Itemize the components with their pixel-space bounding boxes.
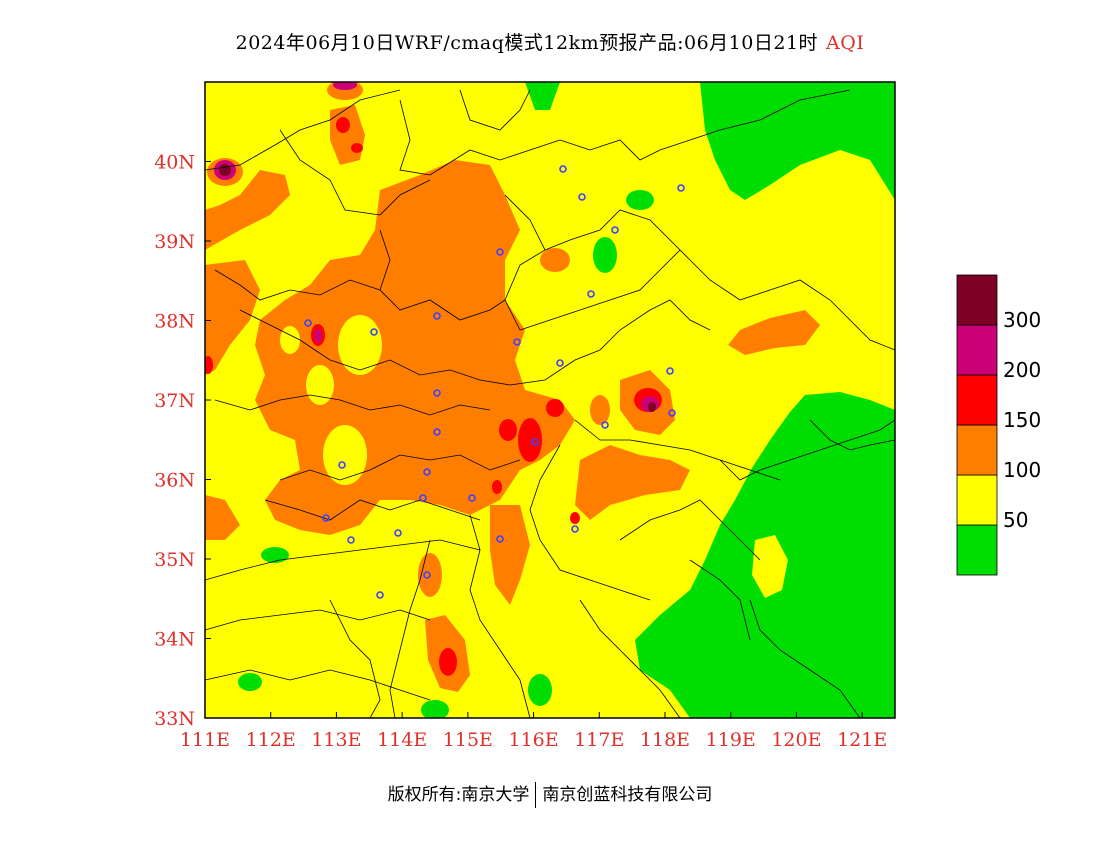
lon-tick-label: 120E	[771, 729, 821, 751]
aqi-region-green-north	[525, 82, 560, 110]
aqi-region-green-yellowsea	[752, 535, 788, 598]
lat-tick-label: 38N	[154, 311, 195, 333]
aqi-region-orange-west	[205, 170, 290, 250]
lon-tick-label: 113E	[311, 729, 361, 751]
aqi-region-orange-spot	[590, 395, 610, 425]
legend-label: 300	[1003, 308, 1041, 332]
lon-tick-label: 119E	[706, 729, 756, 751]
lat-tick-label: 37N	[154, 390, 195, 412]
aqi-region-green-spot	[528, 674, 552, 706]
lon-tick-label: 118E	[640, 729, 690, 751]
lon-tick-label: 117E	[574, 729, 624, 751]
aqi-region-orange-west2	[205, 260, 260, 375]
aqi-region-yellow-hole	[323, 425, 367, 485]
aqi-region-orange-southcentral	[490, 505, 530, 605]
lat-tick-label: 33N	[154, 708, 195, 730]
map-title: 2024年06月10日WRF/cmaq模式12km预报产品:06月10日21时 A…	[0, 28, 1100, 55]
aqi-region-maroon	[219, 164, 231, 176]
legend-swatch	[956, 524, 998, 576]
lon-tick-label: 121E	[837, 729, 887, 751]
title-variable: AQI	[826, 32, 865, 54]
footer-separator	[535, 782, 537, 808]
lon-tick-label: 112E	[246, 729, 296, 751]
aqi-region-orange-east	[728, 310, 820, 355]
aqi-region-yellow-hole	[338, 315, 382, 375]
lat-tick-label: 35N	[154, 549, 195, 571]
lat-tick-label: 36N	[154, 470, 195, 492]
aqi-region-magenta	[314, 329, 322, 343]
lon-tick-label: 115E	[443, 729, 493, 751]
aqi-region-magenta	[333, 82, 357, 90]
station-markers	[304, 165, 685, 599]
aqi-region-red	[570, 512, 580, 524]
longitude-axis: 111E 112E 113E 114E 115E 116E 117E 118E 119E 120E…	[180, 712, 887, 751]
aqi-legend: 50 100 150 200 300	[956, 274, 1041, 576]
aqi-region-red	[439, 648, 457, 676]
aqi-region-maroon	[648, 402, 656, 412]
title-text: 2024年06月10日WRF/cmaq模式12km预报产品:06月10日21时	[235, 32, 819, 54]
aqi-region-orange-spot	[540, 248, 570, 272]
legend-swatch	[956, 324, 998, 376]
legend-swatch	[956, 274, 998, 326]
aqi-region-orange-shandong	[575, 445, 690, 520]
lat-tick-label: 34N	[154, 629, 195, 651]
lon-tick-label: 114E	[377, 729, 427, 751]
legend-label: 100	[1003, 458, 1041, 482]
copyright-left: 版权所有:南京大学	[387, 785, 530, 805]
aqi-region-yellow-hole	[306, 365, 334, 405]
aqi-field	[205, 82, 895, 718]
aqi-region-red	[336, 117, 350, 133]
aqi-region-green-spot	[626, 190, 654, 210]
aqi-region-green-northeast	[700, 82, 895, 200]
legend-swatch	[956, 424, 998, 476]
lon-tick-label: 116E	[509, 729, 559, 751]
aqi-region-red	[499, 419, 517, 441]
legend-label: 150	[1003, 408, 1041, 432]
aqi-region-red	[546, 399, 564, 417]
legend-swatch	[956, 474, 998, 526]
copyright-right: 南京创蓝科技有限公司	[542, 785, 713, 805]
legend-swatch	[956, 374, 998, 426]
lat-tick-label: 39N	[154, 231, 195, 253]
latitude-axis: 33N 34N 35N 36N 37N 38N 39N 40N	[154, 152, 211, 730]
boundary-lines	[205, 89, 895, 718]
legend-label: 200	[1003, 358, 1041, 382]
aqi-region-green-spot	[593, 237, 617, 273]
aqi-region-green-spot	[421, 700, 449, 718]
aqi-region-yellow-hole	[280, 326, 300, 354]
aqi-region-green-spot	[238, 673, 262, 691]
aqi-region-red	[205, 356, 213, 374]
legend-label: 50	[1003, 508, 1028, 532]
lon-tick-label: 111E	[180, 729, 230, 751]
aqi-region-orange-southwest	[205, 495, 240, 540]
aqi-region-red	[492, 480, 502, 494]
aqi-region-red	[351, 143, 363, 153]
aqi-region-red	[518, 418, 542, 462]
copyright-footer: 版权所有:南京大学 南京创蓝科技有限公司	[0, 780, 1100, 808]
aqi-region-green-spot	[261, 547, 289, 563]
lat-tick-label: 40N	[154, 152, 195, 174]
